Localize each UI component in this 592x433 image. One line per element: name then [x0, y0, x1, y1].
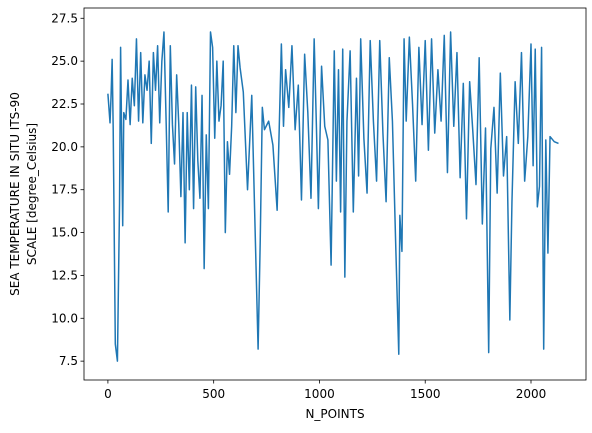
y-tick-label: 15.0: [51, 226, 78, 240]
y-tick-label: 27.5: [51, 11, 78, 25]
y-tick-label: 12.5: [51, 268, 78, 282]
x-axis-label: N_POINTS: [305, 407, 364, 421]
plot-frame: [83, 7, 587, 381]
x-tick-label: 0: [104, 387, 112, 401]
y-axis-label: SEA TEMPERATURE IN SITU ITS-90: [8, 92, 22, 296]
y-tick-label: 7.5: [59, 354, 78, 368]
x-tick-label: 1500: [410, 387, 441, 401]
y-tick-label: 20.0: [51, 140, 78, 154]
y-axis-label: SCALE [degree_Celsius]: [25, 123, 39, 265]
y-tick-label: 25.0: [51, 54, 78, 68]
y-tick-label: 10.0: [51, 311, 78, 325]
y-tick-label: 17.5: [51, 183, 78, 197]
data-line: [107, 31, 559, 362]
x-tick-label: 2000: [516, 387, 547, 401]
x-tick-label: 500: [202, 387, 225, 401]
y-tick-label: 22.5: [51, 97, 78, 111]
x-tick-label: 1000: [304, 387, 335, 401]
